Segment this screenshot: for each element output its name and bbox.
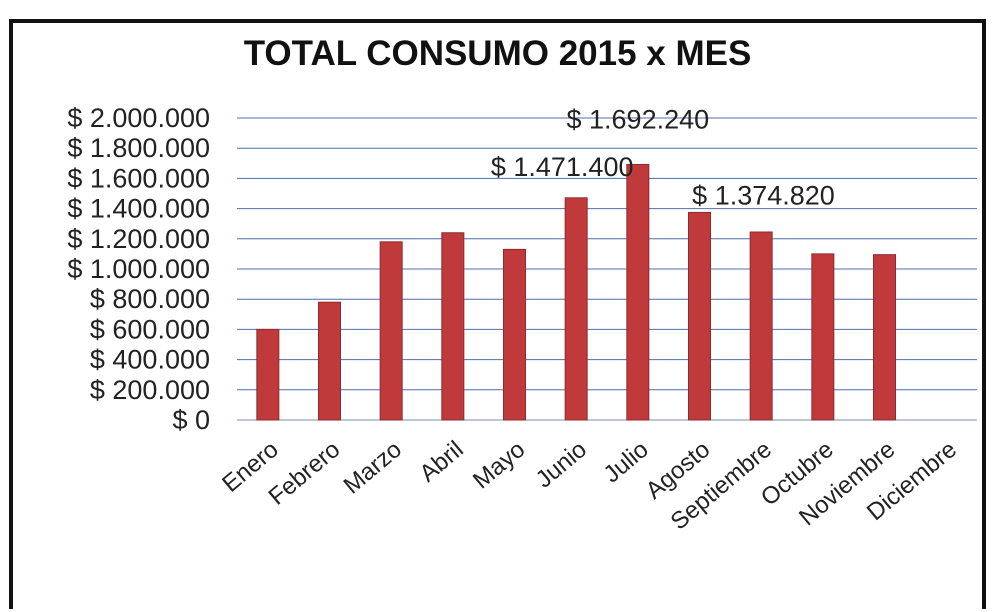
y-tick-label: $ 800.000 — [90, 284, 210, 314]
x-tick-label: Febrero — [264, 436, 346, 511]
y-tick-label: $ 200.000 — [90, 375, 210, 405]
bar-enero — [256, 328, 280, 421]
bar-marzo — [379, 241, 403, 421]
bar-octubre — [811, 253, 835, 421]
data-label: $ 1.692.240 — [567, 104, 710, 134]
x-tick-label: Junio — [531, 436, 592, 494]
bar-mayo — [503, 248, 526, 421]
y-tick-label: $ 0 — [172, 405, 210, 435]
y-tick-label: $ 1.000.000 — [67, 254, 210, 284]
y-tick-label: $ 1.200.000 — [67, 224, 210, 254]
bar-septiembre — [749, 231, 773, 421]
y-tick-label: $ 600.000 — [90, 314, 210, 344]
x-tick-label: Abril — [415, 436, 469, 488]
x-tick-label: Mayo — [468, 436, 530, 494]
data-label: $ 1.374.820 — [692, 180, 835, 210]
data-label: $ 1.471.400 — [491, 152, 634, 182]
bar-noviembre — [873, 254, 896, 421]
y-tick-label: $ 1.600.000 — [67, 163, 210, 193]
y-tick-label: $ 400.000 — [90, 345, 210, 375]
bar-agosto — [688, 211, 711, 421]
x-tick-label: Marzo — [339, 436, 407, 500]
chart-title: TOTAL CONSUMO 2015 x MES — [243, 34, 752, 73]
y-tick-label: $ 1.400.000 — [67, 194, 210, 224]
y-tick-label: $ 1.800.000 — [67, 133, 210, 163]
bar-junio — [564, 197, 588, 421]
bar-abril — [441, 232, 465, 421]
y-tick-label: $ 2.000.000 — [67, 103, 210, 133]
bar-febrero — [318, 301, 341, 421]
bar-julio — [626, 163, 650, 421]
